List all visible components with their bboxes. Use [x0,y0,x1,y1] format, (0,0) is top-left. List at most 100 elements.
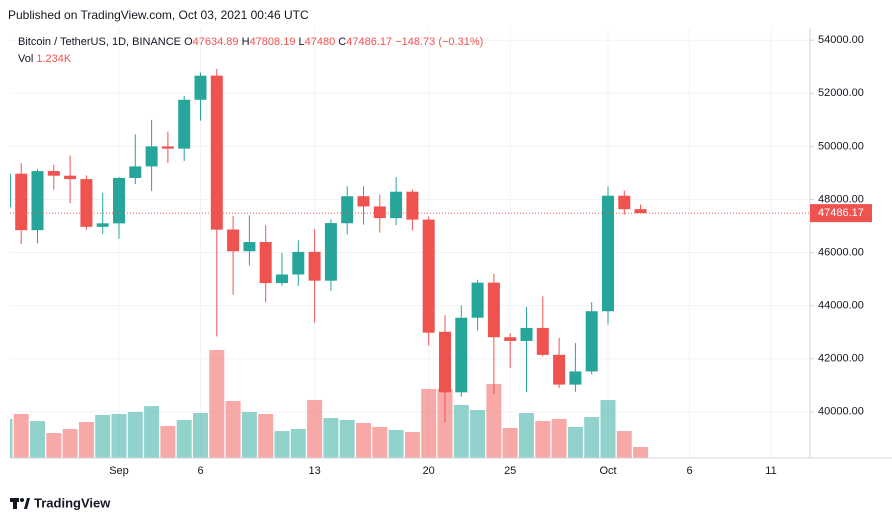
candle-body [357,196,370,207]
candle-body [455,317,468,393]
volume-bar [372,427,388,458]
volume-bar [241,412,257,458]
volume-bar [486,383,502,458]
volume-bar [519,413,534,458]
candle-body [373,206,386,219]
ohlc-value: 47486.17 [346,36,393,48]
volume-bar [176,419,192,458]
x-tick-label: 25 [504,465,516,477]
volume-bar [616,431,632,458]
axes: 40000.00 42000.00 44000.00 46000.00 48000.00… [109,34,872,477]
brand: TradingView [34,495,111,510]
volume-bar [600,399,616,458]
candle-body [145,146,158,167]
legend-line: Bitcoin / TetherUS, 1D, BINANCE O47634.8… [18,36,483,48]
ohlc-key: C [338,36,347,48]
candle-body [406,191,419,220]
candle-body [292,251,305,275]
ohlc-key: O [184,36,193,48]
volume-bar [225,401,241,458]
symbol: Bitcoin / TetherUS, 1D, BINANCE [18,36,182,48]
volume-bar [209,349,225,458]
candle-body [243,242,256,252]
volume-bar [356,423,371,458]
brand-logo [10,498,30,509]
y-tick-label: 42000.00 [818,353,864,365]
candle-body [569,371,582,385]
volume-value: 1.234K [36,53,72,65]
ohlc-key: H [241,36,250,48]
volume-bar [127,412,143,458]
y-tick-label: 44000.00 [818,300,864,312]
candle-body [471,282,484,318]
volume-bar [193,413,208,458]
volume-bar [404,432,420,458]
volume-bar [307,399,323,458]
candle-body [536,327,549,355]
y-tick-label: 50000.00 [818,140,864,152]
candle-body [341,196,354,224]
volume-legend: Vol 1.234K [18,53,71,65]
x-tick-label: 6 [686,465,692,477]
volume-bar [567,427,583,458]
ohlc-value: 47480 [304,36,336,48]
y-tick-label: 40000.00 [818,406,864,418]
volume-bar [62,428,78,458]
volume-bar [274,431,290,458]
candle-body [31,171,44,231]
candle-body [634,209,647,214]
candle-body [64,175,77,180]
grid [10,28,810,458]
candle-body [194,75,207,100]
x-tick-label: 6 [197,465,203,477]
y-tick-label: 54000.00 [818,34,864,46]
y-tick-label: 52000.00 [818,87,864,99]
published: Published on TradingView.com, Oct 03, 20… [8,8,309,22]
candle-body [422,219,435,333]
volume-bar [46,433,62,458]
volume-bar [633,446,649,458]
candle-body [324,223,337,281]
volume-key: Vol [18,53,34,65]
price-label: 47486.17 [818,207,864,219]
volume-bar [502,428,518,458]
volume-bar [160,426,176,458]
candle-body [276,274,288,284]
ohlc-value: 47808.19 [249,36,296,48]
volume-bar [78,422,94,458]
volume-bar [30,421,45,458]
candle-body [227,229,240,252]
volume-bar [323,418,339,458]
x-tick-label: Oct [599,465,616,477]
candle-body [308,251,321,281]
x-tick-label: 20 [423,465,435,477]
candle-body [178,99,191,149]
volume-bar [10,418,13,458]
candle-body [390,191,403,219]
volume-bar [339,419,355,458]
change: −148.73 (−0.31%) [395,36,484,48]
candle-body [553,354,566,385]
candle-body [210,75,223,230]
candle-body [10,173,11,208]
candle-body [618,195,631,210]
candle-body [96,223,109,227]
candle-body [161,146,174,149]
ohlc-value: 47634.89 [192,36,239,48]
candle-body [15,173,28,231]
candle-body [504,337,517,341]
y-tick-label: 46000.00 [818,246,864,258]
volume-bar [258,413,274,458]
candle-body [520,327,533,341]
x-tick-label: 13 [308,465,320,477]
volume-bar [111,413,127,458]
candle-body [487,282,500,338]
volume-bar [470,409,486,458]
volume-bar [144,406,160,458]
volume-bar [290,428,306,458]
volume-bar [421,388,437,458]
volume-bar [584,417,600,458]
volume-bar [13,413,29,458]
